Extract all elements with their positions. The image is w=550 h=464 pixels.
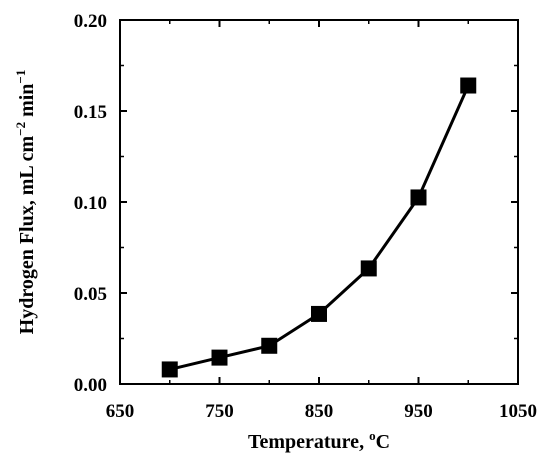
y-axis-title-exp2: −1 (13, 70, 28, 84)
axis-ticks (119, 19, 519, 385)
y-tick-label: 0.15 (74, 102, 107, 123)
data-markers (161, 77, 477, 378)
series-line (169, 84, 470, 371)
y-tick-label: 0.20 (74, 11, 107, 32)
y-axis-title-text: Hydrogen Flux, mL cm (16, 135, 38, 334)
data-point (311, 305, 327, 322)
y-tick-label: 0.00 (74, 375, 107, 396)
x-tick-label: 750 (205, 401, 234, 422)
data-point (460, 77, 477, 94)
y-tick-label: 0.05 (74, 284, 107, 305)
x-tick-label: 850 (305, 401, 334, 422)
data-point (360, 260, 377, 277)
x-axis-title-unit: C (376, 431, 390, 453)
y-axis-title-exp1: −2 (13, 122, 28, 136)
y-tick-label: 0.10 (74, 193, 107, 214)
plot-frame (119, 19, 519, 385)
data-point (161, 361, 178, 378)
x-tick-label: 950 (404, 401, 433, 422)
x-axis-title-text: Temperature, (248, 431, 369, 453)
y-axis-title-mid: min (16, 84, 38, 122)
y-axis-title: Hydrogen Flux, mL cm−2 min−1 (13, 70, 38, 335)
data-point (211, 349, 228, 366)
data-point (410, 189, 427, 206)
x-axis-title: Temperature, oC (248, 428, 390, 453)
tick-labels: 650 750 850 950 1050 0.00 0.05 0.10 0.15 0.20 (74, 11, 537, 422)
x-axis-title-sup: o (369, 428, 376, 443)
x-tick-label: 1050 (499, 401, 537, 422)
x-tick-label: 650 (106, 401, 135, 422)
data-point (261, 337, 278, 354)
